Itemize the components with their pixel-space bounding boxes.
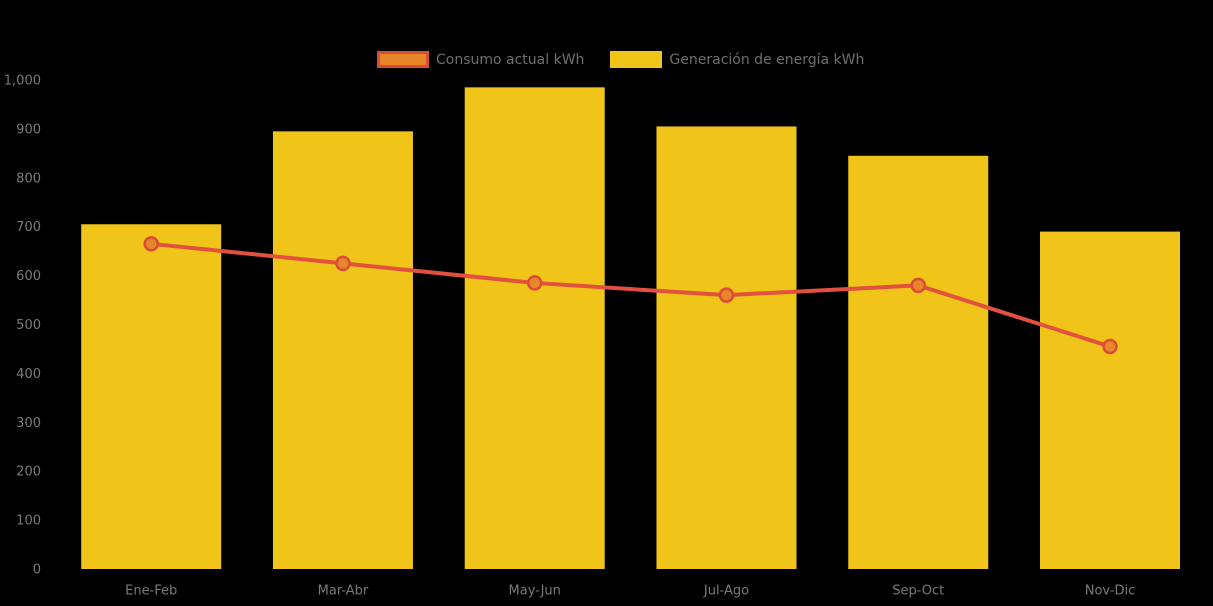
y-tick-label: 200 xyxy=(16,465,41,480)
consumption-marker xyxy=(143,236,159,252)
x-tick-label: Ene-Feb xyxy=(125,584,177,599)
legend-label-generacion: Generación de energía kWh xyxy=(669,51,865,68)
generation-bar xyxy=(1040,231,1180,569)
consumption-marker xyxy=(526,275,543,291)
y-tick-label: 400 xyxy=(16,367,41,382)
x-tick-label: May-Jun xyxy=(509,584,561,599)
y-tick-label: 700 xyxy=(16,220,41,235)
y-tick-label: 1,000 xyxy=(4,74,41,89)
generation-bar xyxy=(81,224,222,569)
legend-item-generacion-energia[interactable]: Generación de energía kWh xyxy=(610,51,864,68)
generacion-bar-swatch-icon xyxy=(610,51,663,68)
y-tick-label: 100 xyxy=(16,514,41,529)
consumption-marker xyxy=(718,287,735,303)
generation-bar xyxy=(848,155,989,570)
legend-item-consumo-actual[interactable]: Consumo actual kWh xyxy=(377,51,584,68)
y-tick-label: 300 xyxy=(16,416,41,431)
generation-bar xyxy=(464,87,605,570)
y-tick-label: 800 xyxy=(16,171,41,186)
consumption-marker xyxy=(910,277,926,294)
x-tick-label: Sep-Oct xyxy=(892,584,944,599)
legend-label-consumo: Consumo actual kWh xyxy=(436,51,585,68)
y-tick-label: 500 xyxy=(16,318,41,333)
consumption-line xyxy=(149,241,1112,349)
y-tick-label: 0 xyxy=(33,563,41,578)
consumption-marker xyxy=(335,255,351,272)
generation-bar xyxy=(656,126,797,569)
x-tick-label: Nov-Dic xyxy=(1085,584,1135,599)
consumo-line-swatch-icon xyxy=(377,51,429,68)
x-tick-label: Mar-Abr xyxy=(318,584,369,599)
chart-legend: Consumo actual kWh Generación de energía… xyxy=(377,51,864,68)
y-tick-label: 600 xyxy=(16,269,41,284)
consumption-marker xyxy=(1102,338,1118,355)
y-tick-label: 900 xyxy=(16,122,41,137)
x-tick-label: Jul-Ago xyxy=(703,584,749,599)
generation-bar xyxy=(272,131,413,569)
